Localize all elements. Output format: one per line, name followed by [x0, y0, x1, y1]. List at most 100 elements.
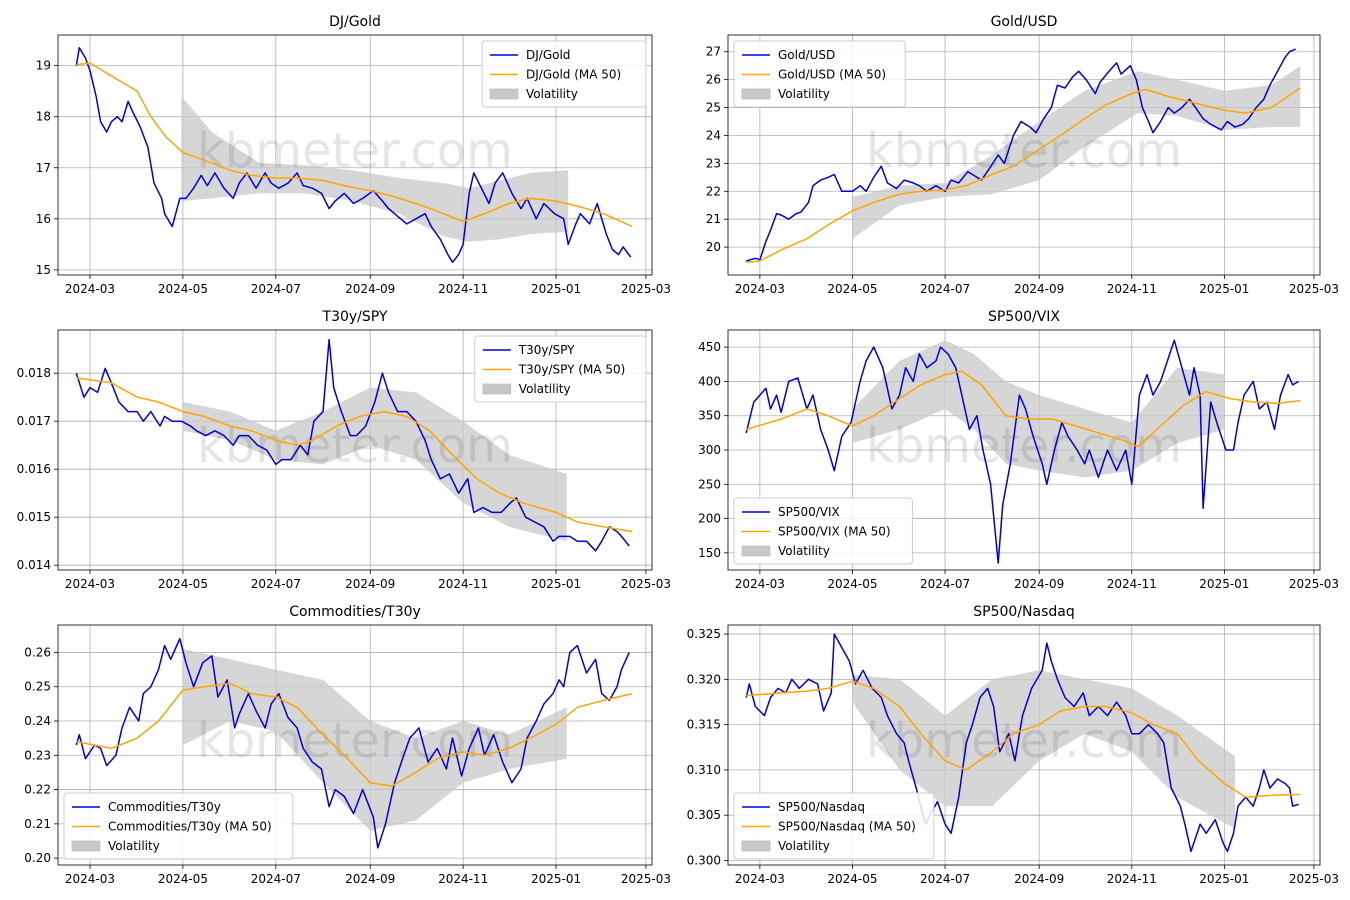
panel-6-title: SP500/Nasdaq — [973, 604, 1074, 620]
panel-4-y-tick-label: 250 — [698, 477, 721, 491]
panel-2-x-tick-label: 2024-07 — [920, 282, 970, 296]
panel-4-y-tick-label: 350 — [698, 409, 721, 423]
panel-5-title: Commodities/T30y — [289, 604, 421, 620]
panel-5-commodities-t30y: Commodities/T30y 2024-03 2024-05 2024-07 202… — [24, 604, 671, 886]
panel-6-y-tick-label: 0.325 — [687, 627, 721, 641]
panel-3-x-tick-label: 2024-03 — [65, 577, 115, 591]
panel-5-y-tick-label: 0.20 — [24, 851, 51, 865]
panel-1-legend-swatch — [489, 88, 519, 100]
panel-1-title: DJ/Gold — [329, 14, 381, 30]
panel-2-x-tick-label: 2024-09 — [1014, 282, 1064, 296]
panel-1-y-tick-label: 17 — [36, 161, 51, 175]
panel-4-y-tick-label: 400 — [698, 374, 721, 388]
panel-2-legend-label: Gold/USD — [778, 48, 835, 62]
panel-4-axes-frame — [727, 329, 1321, 571]
panel-3-legend-label: T30y/SPY (MA 50) — [518, 363, 626, 377]
panel-5-y-tick-label: 0.23 — [24, 748, 51, 762]
panel-2-y-tick-label: 25 — [706, 101, 721, 115]
panel-4-x-tick-label: 2025-03 — [1289, 577, 1339, 591]
panel-2-x-tick-label: 2024-05 — [827, 282, 877, 296]
panel-1-y-tick-label: 18 — [36, 110, 51, 124]
panel-1-x-tick-label: 2024-09 — [345, 282, 395, 296]
panel-1-x-tick-label: 2024-07 — [251, 282, 301, 296]
panel-2-y-tick-label: 26 — [706, 73, 721, 87]
panel-6-y-tick-label: 0.305 — [687, 808, 721, 822]
panel-6-x-tick-label: 2024-05 — [827, 872, 877, 886]
panel-2-x-tick-label: 2024-11 — [1107, 282, 1157, 296]
panel-4-x-tick-label: 2024-03 — [735, 577, 785, 591]
panel-4-legend-box — [733, 497, 913, 565]
panel-6-ma-line — [746, 680, 1301, 798]
panel-2-price-line — [745, 48, 1297, 262]
panel-3-legend-box — [474, 335, 647, 403]
panel-6-sp500-nasdaq: SP500/Nasdaq 2024-03 2024-05 2024-07 2024-09… — [687, 604, 1339, 886]
panel-2-x-tick-label: 2025-03 — [1289, 282, 1339, 296]
panel-5-legend: Commodities/T30y Commodities/T30y (MA 50)… — [63, 792, 294, 860]
panel-4-watermark: kbmeter.com — [866, 418, 1182, 474]
panel-6-x-tick-label: 2024-09 — [1014, 872, 1064, 886]
panel-5-y-tick-label: 0.26 — [24, 645, 51, 659]
panel-6-x-tick-label: 2024-03 — [735, 872, 785, 886]
panel-5-x-tick-label: 2024-05 — [158, 872, 208, 886]
panel-3-y-tick-label: 0.017 — [17, 414, 51, 428]
panel-3-volatility-band — [182, 387, 567, 542]
panel-4-x-tick-label: 2024-09 — [1014, 577, 1064, 591]
panel-5-axes-frame — [57, 624, 653, 866]
panel-3-axes-frame — [57, 329, 653, 571]
panel-3-y-tick-label: 0.018 — [17, 366, 51, 380]
panel-1-y-tick-label: 19 — [36, 59, 51, 73]
panel-1-x-tick-label: 2025-01 — [531, 282, 581, 296]
panel-3-legend-label: T30y/SPY — [518, 343, 575, 357]
panel-5-y-tick-label: 0.22 — [24, 783, 51, 797]
panel-2-volatility-band — [852, 65, 1301, 239]
panel-6-y-tick-label: 0.320 — [687, 672, 721, 686]
panel-3-y-tick-label: 0.016 — [17, 462, 51, 476]
panel-2-x-tick-label: 2025-01 — [1199, 282, 1249, 296]
panel-4-x-tick-label: 2024-11 — [1107, 577, 1157, 591]
panel-2-legend: Gold/USD Gold/USD (MA 50) Volatility — [733, 40, 906, 108]
panel-4-legend-label: Volatility — [778, 544, 830, 558]
panel-5-y-tick-label: 0.25 — [24, 680, 51, 694]
panel-4-y-tick-label: 450 — [698, 340, 721, 354]
panel-5-ma-line — [76, 682, 633, 787]
panel-2-legend-swatch — [741, 88, 771, 100]
panel-2-y-tick-label: 24 — [706, 128, 721, 142]
panel-6-watermark: kbmeter.com — [866, 713, 1182, 769]
panel-4-legend: SP500/VIX SP500/VIX (MA 50) Volatility — [733, 497, 913, 565]
panel-3-x-tick-label: 2024-09 — [345, 577, 395, 591]
panel-1-axes-frame — [57, 34, 653, 276]
panel-1-x-tick-label: 2024-05 — [158, 282, 208, 296]
panel-5-legend-label: Volatility — [108, 839, 160, 853]
panel-3-t30y-spy: T30y/SPY 2024-03 2024-05 2024-07 2024-09 2024… — [17, 309, 671, 591]
panel-2-axes-frame — [727, 34, 1321, 276]
panel-4-legend-swatch — [741, 545, 771, 557]
panel-2-title: Gold/USD — [991, 14, 1058, 30]
panel-2-y-tick-label: 22 — [706, 184, 721, 198]
panel-6-legend-label: SP500/Nasdaq (MA 50) — [778, 820, 916, 834]
panel-3-y-tick-label: 0.015 — [17, 510, 51, 524]
panel-5-y-tick-label: 0.21 — [24, 817, 51, 831]
panel-5-legend-label: Commodities/T30y — [108, 800, 221, 814]
panel-6-legend-box — [733, 792, 935, 860]
panel-6-x-tick-label: 2025-01 — [1199, 872, 1249, 886]
panel-6-y-tick-label: 0.315 — [687, 718, 721, 732]
panel-5-watermark: kbmeter.com — [197, 713, 513, 769]
panel-6-y-tick-label: 0.310 — [687, 763, 721, 777]
panel-4-y-tick-label: 150 — [698, 546, 721, 560]
panel-6-legend-label: SP500/Nasdaq — [778, 800, 865, 814]
panel-3-x-tick-label: 2025-01 — [531, 577, 581, 591]
panel-3-watermark: kbmeter.com — [197, 418, 513, 474]
panel-1-dj-gold: DJ/Gold 2024-03 2024-05 2024-07 2024-09 2024-… — [36, 14, 671, 296]
panel-2-legend-box — [733, 40, 906, 108]
panel-5-x-tick-label: 2024-07 — [251, 872, 301, 886]
panel-3-legend-label: Volatility — [519, 382, 571, 396]
panel-1-legend: DJ/Gold DJ/Gold (MA 50) Volatility — [481, 40, 647, 108]
panel-2-y-tick-label: 21 — [706, 212, 721, 226]
panel-3-legend: T30y/SPY T30y/SPY (MA 50) Volatility — [474, 335, 647, 403]
panel-4-ma-line — [745, 370, 1301, 448]
panel-4-y-tick-label: 200 — [698, 512, 721, 526]
panel-5-legend-box — [63, 792, 294, 860]
panel-6-x-tick-label: 2024-07 — [920, 872, 970, 886]
panel-2-y-tick-label: 20 — [706, 240, 721, 254]
panel-4-x-tick-label: 2024-07 — [920, 577, 970, 591]
